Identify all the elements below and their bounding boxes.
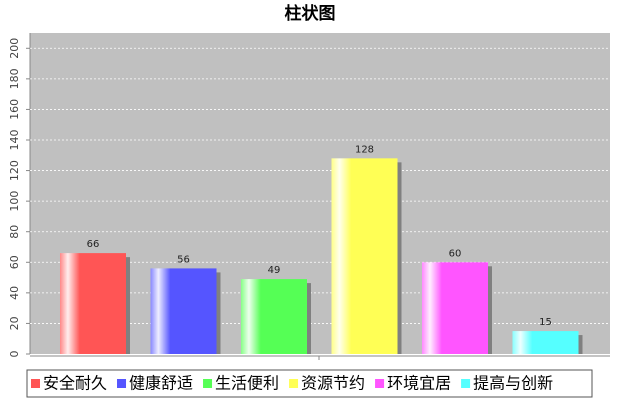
legend-label: 健康舒适 — [129, 374, 193, 393]
y-tick-label: 120 — [8, 160, 21, 181]
value-label: 66 — [87, 239, 100, 250]
bar — [150, 268, 217, 354]
bar — [422, 262, 488, 354]
y-tick-label: 80 — [8, 225, 21, 239]
legend-label: 资源节约 — [301, 374, 365, 393]
value-label: 128 — [355, 144, 374, 155]
legend-swatch — [289, 379, 299, 388]
legend-swatch — [461, 379, 471, 388]
y-tick-label: 20 — [8, 316, 21, 330]
legend-swatch — [117, 379, 127, 388]
legend-swatch — [375, 379, 385, 388]
y-tick-label: 0 — [8, 351, 21, 358]
value-label: 15 — [539, 317, 552, 328]
y-tick-label: 200 — [8, 38, 21, 59]
bar — [512, 331, 579, 354]
y-tick-label: 180 — [8, 68, 21, 89]
y-tick-label: 140 — [8, 130, 21, 151]
bar — [241, 279, 307, 354]
bar — [60, 253, 126, 354]
value-label: 56 — [177, 254, 190, 265]
value-label: 49 — [268, 265, 281, 276]
y-tick-label: 60 — [8, 255, 21, 269]
legend-label: 提高与创新 — [473, 374, 553, 393]
y-tick-label: 160 — [8, 99, 21, 120]
legend-label: 安全耐久 — [43, 374, 107, 393]
chart-title: 柱状图 — [285, 3, 336, 24]
legend-swatch — [203, 379, 213, 388]
y-tick-label: 100 — [8, 191, 21, 212]
bar — [331, 158, 398, 354]
legend-label: 生活便利 — [215, 374, 279, 393]
value-label: 60 — [449, 248, 462, 259]
legend-label: 环境宜居 — [387, 374, 451, 393]
legend-swatch — [31, 379, 40, 388]
y-tick-label: 40 — [8, 286, 21, 300]
